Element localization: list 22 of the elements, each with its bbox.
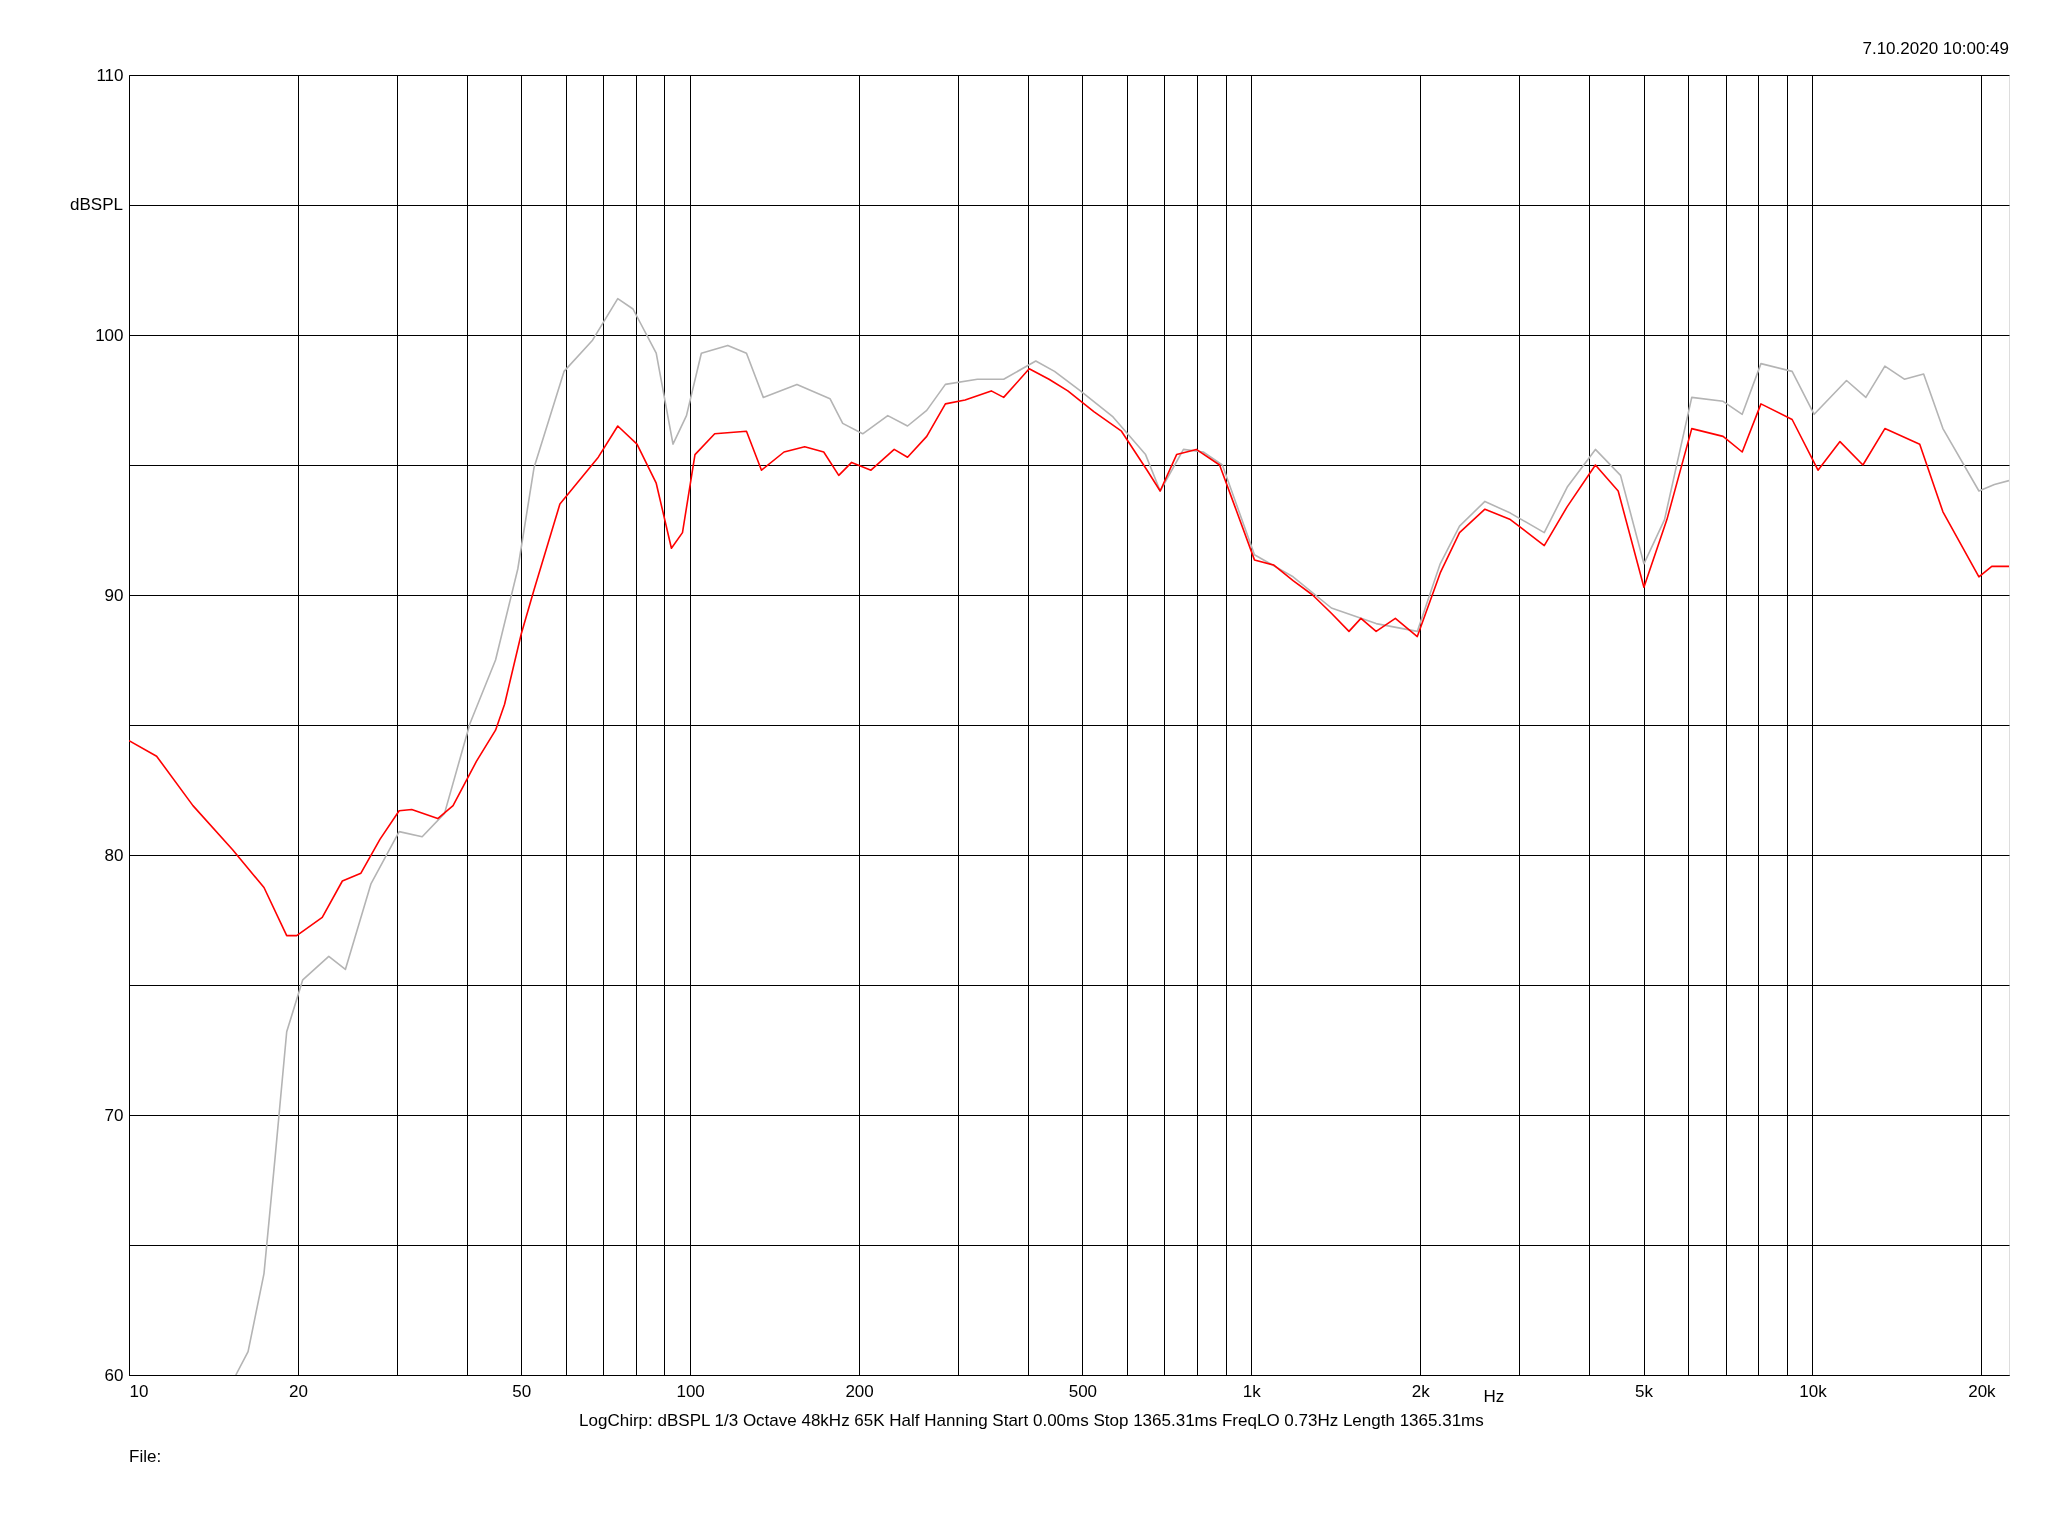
text: LogChirp: dBSPL 1/3 Octave 48kHz 65K Half Hanning Start 0.00ms Stop 1365.31ms FreqLO 0.73Hz Length 1365.31ms — [579, 1411, 1484, 1430]
y-tick-label: 60 — [104, 1365, 124, 1385]
y-tick-label: 70 — [104, 1105, 124, 1125]
text: 7.10.2020 10:00:49 — [1862, 39, 2009, 58]
x-tick-label: 50 — [512, 1381, 532, 1401]
text: File: — [129, 1447, 162, 1466]
y-tick-label: 110 — [96, 65, 124, 85]
x-tick-label: 2k — [1411, 1381, 1431, 1401]
y-tick-label: 100 — [95, 325, 124, 345]
x-tick-label: 10k — [1799, 1381, 1828, 1401]
x-tick-label: 20k — [1968, 1381, 1997, 1401]
x-tick-label: 20 — [288, 1381, 308, 1401]
x-tick-label: 200 — [845, 1381, 874, 1401]
x-tick-label: 1k — [1242, 1381, 1262, 1401]
x-tick-label: 10 — [129, 1381, 149, 1401]
x-tick-label: 100 — [676, 1381, 705, 1401]
x-axis-title: Hz — [1483, 1387, 1505, 1406]
x-tick-label: 5k — [1635, 1381, 1654, 1401]
y-tick-label: 90 — [104, 585, 124, 605]
x-tick-label: 500 — [1068, 1381, 1098, 1401]
y-tick-label: 80 — [104, 845, 124, 865]
y-axis-title: dBSPL — [70, 195, 123, 214]
